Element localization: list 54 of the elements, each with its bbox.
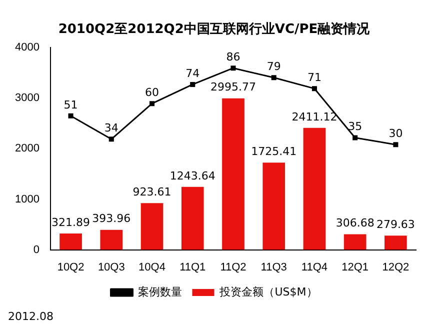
x-tick-label: 10Q2 [57,261,84,274]
bar [303,128,326,250]
bar [60,234,82,250]
data-label: 2411.12 [292,110,338,124]
bar [384,236,407,250]
x-tick-label: 11Q4 [301,261,328,274]
y-tick-label: 4000 [14,42,40,54]
text: 2012.08 [8,310,54,323]
point [190,82,196,88]
point [393,142,398,148]
x-tick-label: 11Q2 [220,261,246,274]
bar [140,203,164,250]
data-label: 923.61 [132,185,172,198]
chart-title: 2010Q2至2012Q2中国互联网行业VC/PE融资情况 [58,22,371,38]
data-label: 51 [64,98,78,112]
data-label: 60 [145,86,160,99]
x-tick-label: 12Q1 [342,261,369,274]
x-tick-label: 11Q1 [180,261,206,274]
data-label: 1725.41 [251,144,297,158]
point [271,75,276,80]
y-tick-label: 3000 [14,92,40,104]
data-label: 34 [104,121,118,134]
legend-label: 案例数量 [138,285,182,298]
point [230,66,236,71]
data-label: 30 [388,126,403,140]
bar [181,186,204,250]
data-label: 306.68 [336,216,374,230]
legend-label: 投资金额（US$M） [218,285,318,298]
bar [222,98,244,250]
data-label: 279.63 [376,218,415,232]
x-tick-label: 10Q4 [138,261,166,274]
point [68,113,74,118]
data-label: 321.89 [52,216,90,229]
point [108,136,114,142]
data-label: 1243.64 [170,169,216,182]
point [312,86,317,92]
bar [344,234,366,250]
point [352,135,358,140]
data-label: 74 [186,66,200,80]
y-tick-label: 2000 [14,142,40,155]
data-label: 35 [348,120,362,134]
data-label: 71 [307,70,322,84]
x-tick-label: 11Q3 [260,261,287,274]
x-tick-label: 12Q2 [382,261,410,274]
bar [262,162,286,250]
x-tick-label: 10Q3 [98,261,125,274]
data-label: 393.96 [92,212,131,226]
y-tick-label: 1000 [14,193,40,206]
data-label: 86 [226,50,240,64]
y-tick-label: 0 [33,244,40,256]
bar [100,230,123,250]
point [149,101,155,106]
data-label: 2995.77 [210,80,256,94]
data-label: 79 [266,60,281,74]
